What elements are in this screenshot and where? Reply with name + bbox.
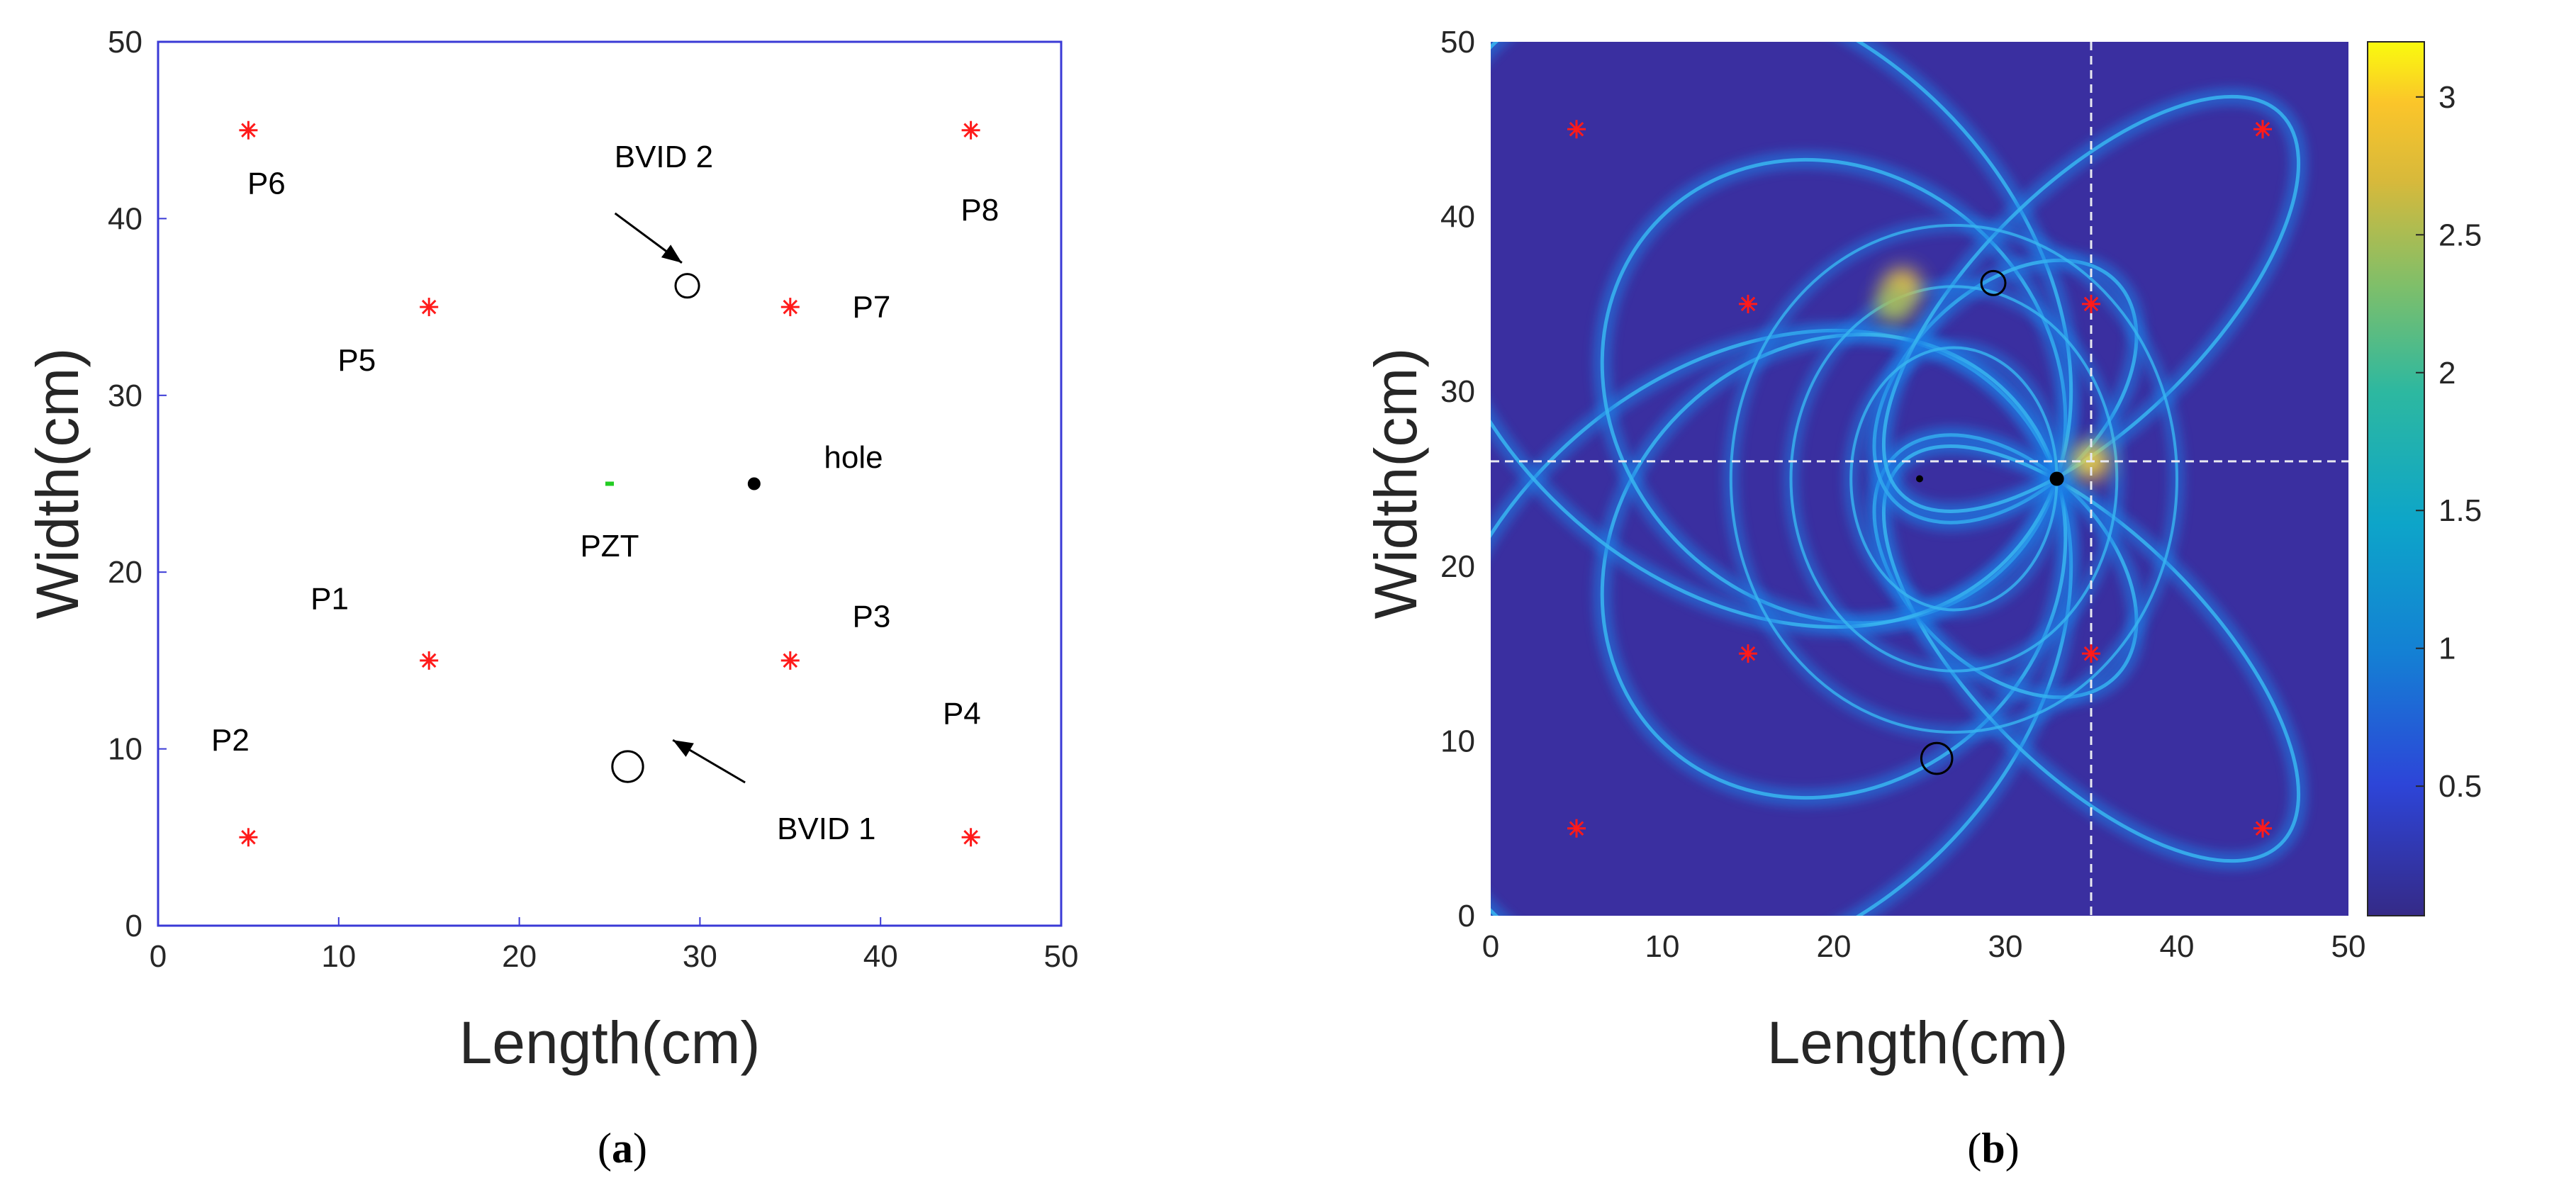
- heatmap-sensor-marker: [1739, 294, 1757, 313]
- heatmap-hole-marker: [2049, 471, 2064, 486]
- heatmap-crosshair: [1491, 42, 2348, 916]
- panel-a-ytick: 50: [108, 25, 142, 60]
- sensor-marker-p2: [239, 828, 258, 847]
- heatmap-bvid-marker: [1980, 269, 2007, 296]
- panel-b-y-ticks: 0 10 20 30 40 50: [1440, 25, 1475, 933]
- colorbar-tick-label: 3: [2438, 80, 2455, 115]
- imaging-ellipse: [1874, 87, 2308, 521]
- sensor-label-p6: P6: [247, 167, 286, 201]
- sensor-marker-p1: [420, 651, 439, 670]
- panel-b-xtick: 0: [1482, 929, 1499, 964]
- sensor-label-p5: P5: [337, 343, 376, 378]
- panel-b-y-axis-label: Width(cm): [1362, 348, 1429, 619]
- pzt-label: PZT: [580, 529, 639, 563]
- colorbar-tick-label: 1: [2438, 632, 2455, 666]
- panel-a-ytick: 30: [108, 378, 142, 413]
- bvid-2-label: BVID 2: [615, 140, 713, 174]
- panel-a-marks: P1 P2 P3 P4 P5 P6 P7 P8 PZT hole BVID 2 BVID 1: [157, 41, 1062, 926]
- sensor-marker-p5: [420, 298, 439, 317]
- sensor-label-p2: P2: [211, 723, 250, 758]
- panel-b-xtick: 20: [1817, 929, 1852, 964]
- sensor-label-p1: P1: [310, 582, 349, 617]
- panel-b-caption-letter: b: [1981, 1125, 2005, 1172]
- panel-a-y-axis-label: Width(cm): [24, 348, 91, 619]
- panel-a-ytick: 0: [125, 909, 142, 943]
- panel-b-ytick: 10: [1440, 724, 1475, 758]
- panel-b-x-axis-label: Length(cm): [1767, 1009, 2068, 1076]
- pzt-marker: [605, 481, 614, 486]
- panel-a-y-ticks: 0 10 20 30 40 50: [108, 25, 142, 943]
- colorbar-tick-label: 0.5: [2438, 769, 2482, 804]
- hole-marker: [747, 477, 761, 490]
- heatmap-sensor-marker: [1739, 644, 1757, 663]
- panel-b-caption: (b): [1967, 1125, 2019, 1172]
- panel-a-x-ticks: 0 10 20 30 40 50: [150, 939, 1079, 974]
- panel-a-caption: (a): [598, 1125, 647, 1172]
- colorbar-tick-label: 2: [2438, 356, 2455, 391]
- heatmap-sensor-marker: [2253, 819, 2272, 838]
- heatmap-sensor-marker: [2253, 120, 2272, 139]
- heatmap-sensor-marker: [2082, 294, 2100, 313]
- panel-b-ytick: 40: [1440, 200, 1475, 235]
- panel-b-x-ticks: 0 10 20 30 40 50: [1482, 929, 2366, 964]
- bvid-2-arrow: [614, 212, 683, 264]
- sensor-marker-p4: [961, 828, 980, 847]
- imaging-ellipse: [1723, 217, 2185, 741]
- panel-b-xtick: 50: [2331, 929, 2366, 964]
- panel-a-xtick: 10: [321, 939, 356, 974]
- imaging-ellipse: [1491, 42, 2081, 636]
- panel-b-ytick: 30: [1440, 374, 1475, 409]
- sensor-marker-p8: [961, 120, 980, 140]
- panel-b-xtick: 30: [1988, 929, 2023, 964]
- sensor-label-p4: P4: [943, 697, 981, 731]
- panel-b-ytick: 20: [1440, 549, 1475, 584]
- panel-a-xtick: 40: [863, 939, 898, 974]
- colorbar: [2367, 41, 2425, 916]
- panel-a-xtick: 50: [1044, 939, 1079, 974]
- colorbar-tick-label: 1.5: [2438, 493, 2482, 528]
- colorbar-tick-label: 2.5: [2438, 218, 2482, 252]
- imaging-ellipse: [1783, 279, 2125, 679]
- panel-b-xtick: 10: [1645, 929, 1680, 964]
- bvid-1-marker: [611, 750, 644, 783]
- panel-a-x-axis-label: Length(cm): [459, 1009, 761, 1076]
- hole-label: hole: [824, 440, 883, 475]
- colorbar-ticks: 0.5 1 1.5 2 2.5 3: [2416, 80, 2482, 804]
- panel-a-xtick: 0: [150, 939, 167, 974]
- panel-a-ytick: 20: [108, 555, 142, 590]
- panel-a-ytick: 10: [108, 732, 142, 767]
- sensor-label-p7: P7: [853, 290, 891, 325]
- sensor-label-p3: P3: [853, 600, 891, 634]
- sensor-marker-p3: [780, 651, 800, 670]
- panel-a-caption-letter: a: [612, 1125, 633, 1172]
- heatmap-sensor-marker: [2082, 644, 2100, 663]
- heatmap-sensor-marker: [1567, 819, 1586, 838]
- heatmap-bvid-marker: [1920, 741, 1954, 775]
- bvid-2-marker: [674, 273, 700, 299]
- sensor-marker-p7: [780, 298, 800, 317]
- panel-b-xtick: 40: [2160, 929, 2195, 964]
- panel-a-ytick: 40: [108, 201, 142, 236]
- bvid-1-label: BVID 1: [777, 812, 875, 846]
- panel-a-xtick: 30: [683, 939, 717, 974]
- heatmap-pzt-marker: [1916, 475, 1923, 483]
- sensor-label-p8: P8: [961, 193, 999, 228]
- heatmap-marks: [1567, 120, 2272, 838]
- panel-b-ytick: 50: [1440, 25, 1475, 60]
- panel-b: 0 10 20 30 40 50 0 10 20 30 40 50 Length…: [1362, 25, 2482, 1172]
- panel-a: 0 10 20 30 40 50 0 10 20 30 40 50 Length…: [24, 25, 1078, 1172]
- panel-a-xtick: 20: [502, 939, 537, 974]
- imaging-ellipse: [1874, 437, 2308, 870]
- heatmap-sensor-marker: [1567, 120, 1586, 139]
- panel-b-ytick: 0: [1458, 899, 1475, 933]
- sensor-marker-p6: [239, 120, 258, 140]
- heatmap-hotspot: [1875, 285, 1913, 322]
- bvid-1-arrow: [672, 739, 746, 784]
